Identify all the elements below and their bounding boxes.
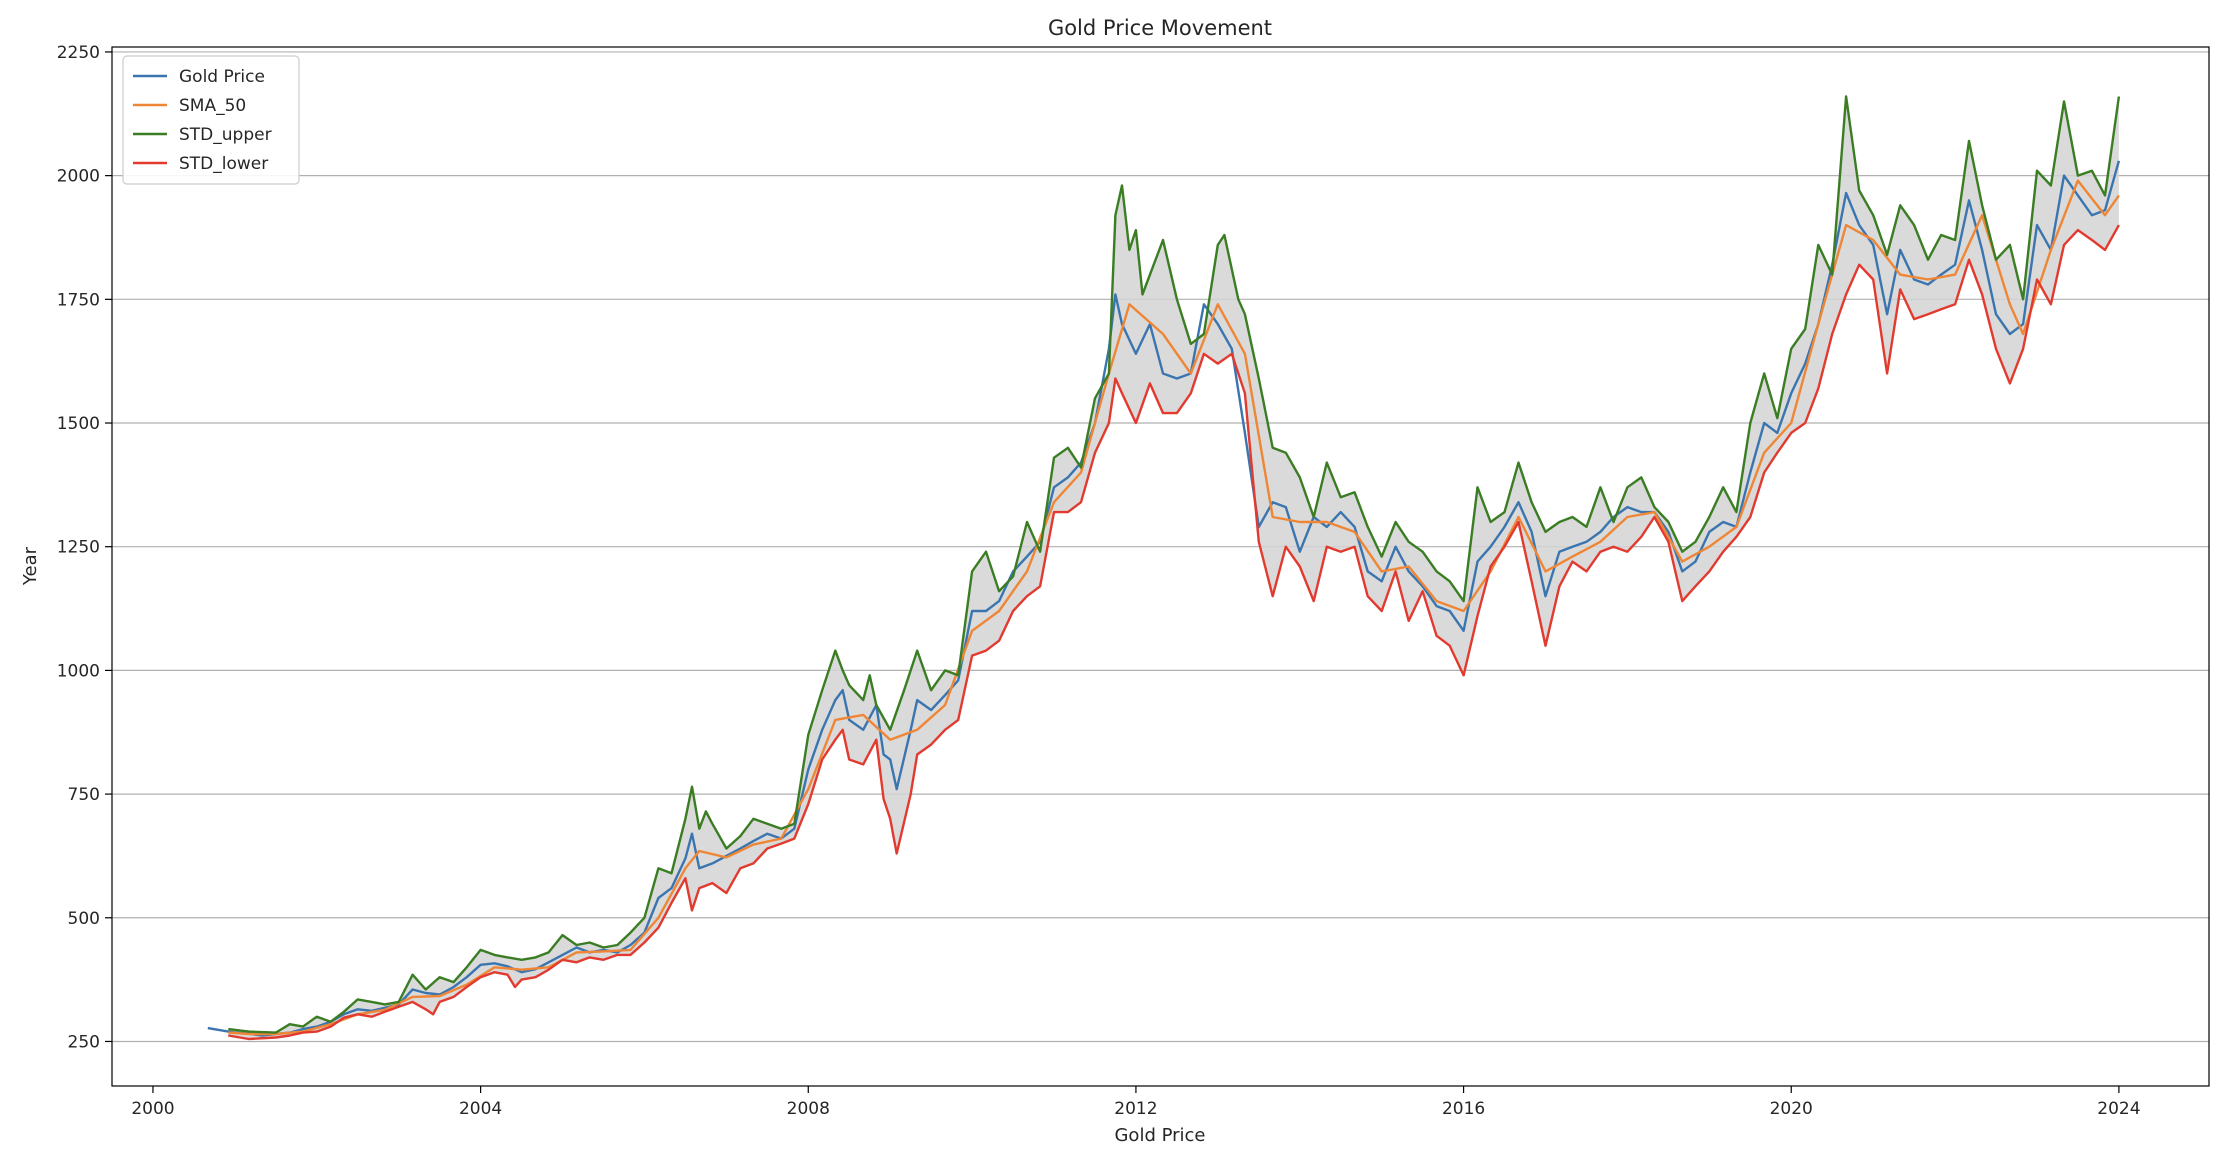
- x-tick-label: 2012: [1114, 1099, 1157, 1119]
- y-tick-label: 2000: [57, 167, 100, 187]
- y-tick-label: 1000: [57, 661, 100, 681]
- series-line-sma-50: [228, 179, 2120, 1036]
- y-tick-label: 1500: [57, 414, 100, 434]
- legend-box: [122, 55, 300, 185]
- x-tick-label: 2016: [1442, 1099, 1485, 1119]
- y-tick-label: 750: [68, 785, 100, 805]
- x-tick-label: 2024: [2097, 1099, 2140, 1119]
- x-tick-label: 2008: [787, 1099, 830, 1119]
- y-tick-label: 1250: [57, 538, 100, 558]
- plot-frame: [111, 46, 2210, 1087]
- legend-entry: SMA_50: [179, 96, 246, 116]
- grid-lines: [112, 51, 2209, 1043]
- x-tick-label: 2000: [131, 1099, 174, 1119]
- legend: Gold Price SMA_50 STD_upper STD_lower: [122, 55, 300, 185]
- y-tick-label: 250: [68, 1032, 100, 1052]
- y-tick-label: 500: [68, 909, 100, 929]
- x-axis-ticks: 2000 2004 2008 2012 2016 2020 2024: [131, 1086, 2141, 1119]
- y-tick-label: 1750: [57, 290, 100, 310]
- legend-entry: STD_lower: [179, 154, 268, 174]
- series-lines: [207, 95, 2121, 1041]
- x-tick-label: 2004: [459, 1099, 502, 1119]
- y-axis-ticks: 250 500 750 1000 1250 1500 1750 2000 2250: [57, 43, 112, 1052]
- y-tick-label: 2250: [57, 43, 100, 63]
- series-line-std-upper: [228, 95, 2121, 1034]
- chart-title: Gold Price Movement: [1048, 16, 1272, 40]
- x-axis-label: Gold Price: [1114, 1125, 1205, 1146]
- series-line-std-lower: [228, 224, 2120, 1041]
- y-axis-label: Year: [20, 546, 41, 586]
- x-tick-label: 2020: [1770, 1099, 1813, 1119]
- legend-entry: STD_upper: [179, 125, 272, 145]
- legend-entry: Gold Price: [179, 67, 265, 87]
